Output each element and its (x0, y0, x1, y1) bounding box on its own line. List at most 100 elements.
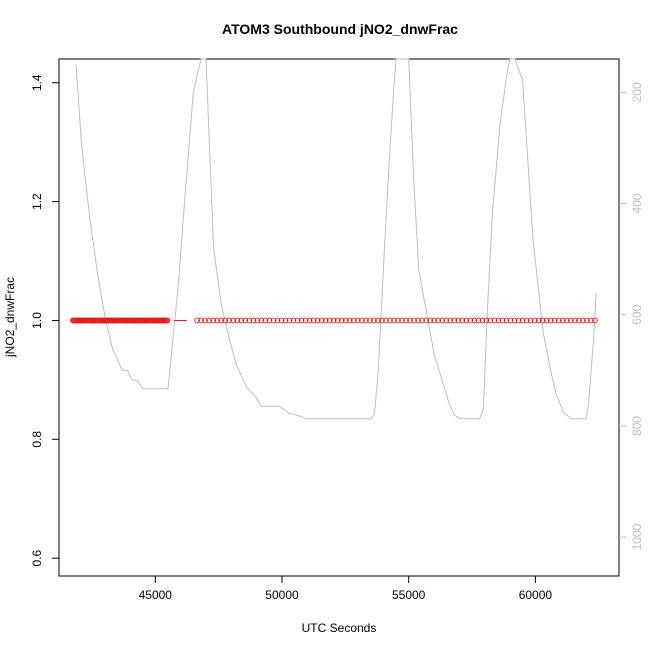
data-point (411, 317, 417, 324)
data-point (407, 317, 413, 324)
data-point (395, 317, 401, 324)
data-point (507, 317, 514, 324)
data-point (234, 317, 241, 324)
data-point (194, 317, 200, 324)
data-point (302, 317, 309, 324)
x-tick-label: 45000 (139, 588, 173, 602)
data-point (447, 317, 454, 324)
y-axis-left: 0.6 0.8 1.0 1.2 1.4 (30, 74, 59, 567)
data-point (230, 317, 237, 324)
data-point (250, 317, 257, 324)
data-point (330, 317, 337, 324)
data-point (359, 317, 365, 324)
data-point (523, 317, 530, 324)
data-point (463, 317, 470, 324)
data-point (379, 317, 385, 324)
data-point (531, 317, 538, 324)
y-tick-label: 0.6 (30, 550, 44, 567)
data-point (423, 317, 430, 324)
y-tick-label: 1.2 (30, 193, 44, 210)
data-point (222, 317, 229, 324)
plot-frame (58, 58, 620, 577)
data-point (431, 317, 438, 324)
data-point (467, 317, 474, 324)
y2-tick-label: 400 (630, 193, 644, 213)
data-point (403, 317, 409, 324)
data-point (246, 317, 253, 324)
data-point (471, 317, 478, 324)
data-point (415, 317, 421, 324)
data-point (164, 317, 171, 324)
y-tick-label: 0.8 (30, 431, 44, 448)
y2-tick-label: 1000 (630, 523, 644, 550)
data-point (387, 317, 393, 324)
data-point (483, 317, 490, 324)
data-point (258, 317, 265, 324)
data-point (334, 317, 341, 324)
data-point (198, 317, 204, 324)
y2-tick-label: 200 (630, 82, 644, 102)
y-axis-label: jNO2_dnwFrac (3, 277, 17, 358)
data-point (495, 317, 502, 324)
data-point (588, 317, 594, 324)
data-point (547, 317, 554, 324)
data-point (551, 317, 558, 324)
data-point (383, 317, 389, 324)
x-axis-label: UTC Seconds (302, 621, 377, 635)
data-point (310, 317, 317, 324)
data-point (254, 317, 261, 324)
data-point (519, 317, 526, 324)
data-point (399, 317, 405, 324)
data-point (419, 317, 425, 324)
data-point (238, 317, 245, 324)
data-point (559, 317, 566, 324)
x-axis: 45000 50000 55000 60000 (139, 575, 553, 602)
data-point (371, 317, 377, 324)
data-point (282, 317, 289, 324)
data-point (455, 317, 462, 324)
data-point (487, 317, 494, 324)
data-point (427, 317, 434, 324)
data-point (555, 317, 562, 324)
data-point (242, 317, 249, 324)
y-axis-right: 200 400 600 800 1000 (619, 82, 644, 550)
data-point (286, 317, 293, 324)
data-point (439, 317, 446, 324)
data-point (270, 317, 277, 324)
data-point (346, 317, 353, 324)
data-point (515, 317, 522, 324)
x-tick-label: 60000 (519, 588, 553, 602)
data-point (527, 317, 534, 324)
data-point (326, 317, 333, 324)
data-point (576, 317, 582, 324)
data-point (543, 317, 550, 324)
data-point (290, 317, 297, 324)
data-point (226, 317, 233, 324)
data-point (322, 317, 329, 324)
data-point (294, 317, 301, 324)
data-point (367, 317, 373, 324)
data-point (202, 317, 208, 324)
data-point (210, 317, 217, 324)
data-point (262, 317, 269, 324)
data-point (592, 317, 598, 324)
x-tick-label: 55000 (392, 588, 426, 602)
data-point (314, 317, 321, 324)
data-point (306, 317, 313, 324)
data-point (363, 317, 369, 324)
data-point (571, 317, 578, 324)
y-tick-label: 1.4 (30, 74, 44, 91)
data-point (451, 317, 458, 324)
x-tick-label: 50000 (265, 588, 299, 602)
data-point (338, 317, 345, 324)
y2-tick-label: 600 (630, 304, 644, 324)
data-point (580, 317, 586, 324)
plot-area (70, 58, 598, 420)
data-point (479, 317, 486, 324)
data-point (391, 317, 397, 324)
data-point (350, 317, 357, 324)
data-point (214, 317, 221, 324)
data-point (278, 317, 285, 324)
data-point (266, 317, 273, 324)
data-point (206, 317, 213, 324)
